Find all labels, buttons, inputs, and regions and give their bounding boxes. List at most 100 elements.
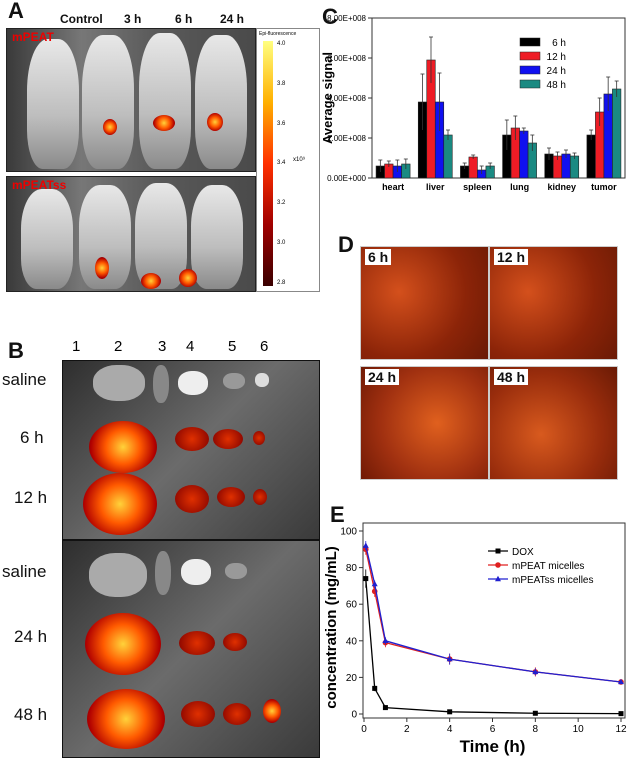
data-point	[532, 668, 539, 675]
legend-swatch	[519, 79, 541, 89]
data-point	[372, 685, 378, 691]
data-point	[495, 562, 501, 568]
bar	[612, 88, 622, 179]
mouse-image-mpeatss	[6, 176, 256, 292]
row-label: 6 h	[20, 428, 44, 447]
y-tick-label: 8.00E+008	[327, 14, 366, 23]
panel-label-d: D	[338, 232, 354, 257]
panel-label-c: C	[322, 4, 338, 29]
data-point	[495, 575, 501, 582]
data-point	[362, 542, 369, 548]
colorbar-gradient	[263, 41, 273, 286]
row-label: 24 h	[14, 627, 48, 646]
y-axis-label-line1: Plasma DOX	[320, 588, 324, 677]
colorbar-tick: 3.0	[277, 240, 286, 247]
fluorescence-spot	[95, 257, 109, 279]
x-tick-label: kidney	[547, 182, 576, 192]
y-tick-label: 60	[346, 600, 358, 611]
legend-swatch	[519, 65, 541, 75]
x-tick-label: tumor	[591, 182, 617, 192]
tile-label: 24 h	[365, 369, 400, 385]
y-tick-label: 40	[346, 636, 358, 647]
data-point	[447, 709, 453, 715]
data-point	[382, 637, 389, 643]
series-line	[365, 545, 622, 683]
column-label: 1	[72, 338, 81, 355]
x-tick-label: 4	[447, 724, 453, 735]
group-label: mPEATss	[12, 178, 67, 192]
column-label: 4	[186, 338, 195, 355]
x-tick-label: 2	[404, 724, 410, 735]
row-label: 48 h	[14, 705, 48, 724]
group-label: mPEAT	[12, 30, 54, 44]
y-tick-label: 6.00E+008	[327, 54, 366, 63]
panel-label-e: E	[330, 502, 345, 527]
bar-chart: 0.00E+000 2.00E+008 4.00E+008 6.00E+008 8.00…	[320, 14, 626, 192]
organ-image-bottom	[62, 540, 320, 758]
fluorescence-spot	[153, 115, 175, 131]
line-chart: 0 2 4 6 8 10 12 0 20 40 60 80 100 Time (h) Plasma DOX c…	[320, 522, 627, 756]
bar	[443, 134, 453, 179]
data-point	[371, 580, 378, 587]
y-tick-label: 100	[340, 527, 357, 538]
microscopy-tile: 6 h	[360, 246, 489, 360]
y-axis-label: Average signal	[320, 52, 335, 144]
legend-swatch	[519, 51, 541, 61]
x-tick-label: heart	[382, 182, 404, 192]
data-point	[446, 655, 453, 662]
row-label: saline	[2, 562, 47, 581]
colorbar: Epi-fluorescence 4.0 3.8 3.6 3.4 3.2 3.0…	[256, 28, 320, 292]
legend-swatch	[519, 37, 541, 47]
legend-label: DOX	[512, 547, 534, 558]
bar	[519, 130, 529, 179]
y-tick-label: 0	[351, 710, 357, 721]
microscopy-tile: 48 h	[489, 366, 618, 480]
panel-label-a: A	[8, 0, 24, 23]
column-label: 24 h	[220, 12, 245, 26]
column-label: 3 h	[124, 12, 142, 26]
bar	[468, 156, 478, 179]
fluorescence-spot	[207, 113, 223, 131]
bar	[569, 155, 580, 179]
data-point	[532, 710, 538, 716]
x-tick-label: 6	[490, 724, 496, 735]
colorbar-tick: 3.2	[277, 200, 286, 207]
microscopy-tile: 12 h	[489, 246, 618, 360]
data-point	[618, 711, 624, 717]
data-point	[363, 576, 369, 582]
colorbar-tick: 4.0	[277, 41, 286, 47]
fluorescence-spot	[179, 269, 197, 287]
colorbar-tick: 3.4	[277, 160, 286, 167]
x-tick-label: liver	[426, 182, 445, 192]
legend-label: mPEAT micelles	[512, 561, 584, 572]
y-tick-label: 80	[346, 563, 358, 574]
x-tick-label: lung	[510, 182, 529, 192]
x-tick-label: 12	[615, 724, 627, 735]
row-label: saline	[2, 370, 47, 389]
column-label: 3	[158, 338, 167, 355]
x-axis-label: Time (h)	[460, 737, 526, 756]
colorbar-tick: 3.6	[277, 120, 286, 127]
legend-label: mPEATss micelles	[512, 575, 594, 586]
legend-label: 6 h	[552, 38, 566, 49]
tile-label: 12 h	[494, 249, 529, 265]
panel-label-b: B	[8, 338, 24, 363]
colorbar-title: Epi-fluorescence	[259, 31, 297, 37]
y-tick-label: 0.00E+000	[327, 174, 366, 183]
organ-image-top	[62, 360, 320, 540]
colorbar-tick: 2.8	[277, 279, 286, 286]
x-tick-label: 10	[573, 724, 585, 735]
column-label: Control	[60, 12, 103, 26]
data-point	[495, 548, 501, 554]
fluorescence-spot	[141, 273, 161, 289]
column-label: 6 h	[175, 12, 193, 26]
tile-label: 6 h	[365, 249, 392, 265]
row-label: 12 h	[14, 488, 48, 507]
x-tick-label: spleen	[463, 182, 492, 192]
y-tick-label: 2.00E+008	[327, 134, 366, 143]
x-tick-label: 8	[533, 724, 539, 735]
colorbar-tick: 3.8	[277, 80, 286, 87]
tile-label: 48 h	[494, 369, 529, 385]
colorbar-unit: x10⁹	[293, 157, 306, 163]
